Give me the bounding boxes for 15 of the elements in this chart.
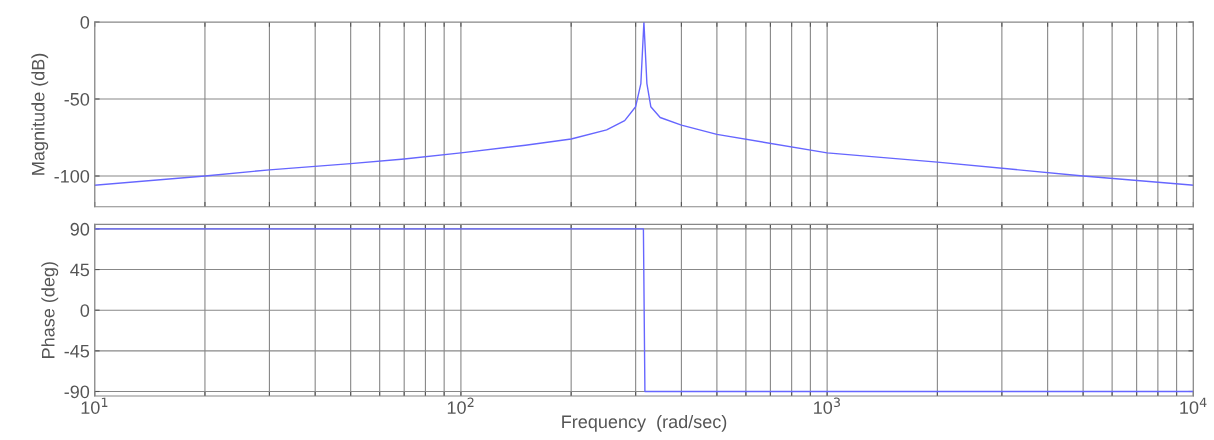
y-tick-label: -45 — [64, 344, 90, 358]
y-axis-title: Magnitude (dB) — [31, 53, 49, 175]
y-tick-label: 0 — [80, 15, 90, 29]
y-tick-label: 45 — [70, 263, 90, 277]
y-tick-label: 0 — [80, 304, 90, 317]
x-tick-label: 10$^{1}$ — [81, 397, 108, 414]
y-tick-label: -50 — [64, 92, 90, 106]
x-axis-title: Frequency (rad/sec) — [562, 414, 727, 432]
x-tick-label: 10$^{3}$ — [814, 397, 840, 414]
x-tick-label: 10$^{2}$ — [447, 397, 474, 414]
y-tick-label: -90 — [64, 385, 90, 399]
x-tick-label: 10$^{4}$ — [1180, 397, 1207, 414]
y-tick-label: -100 — [54, 169, 90, 183]
y-tick-label: 90 — [70, 222, 90, 236]
y-axis-title: Phase (deg) — [41, 262, 59, 358]
